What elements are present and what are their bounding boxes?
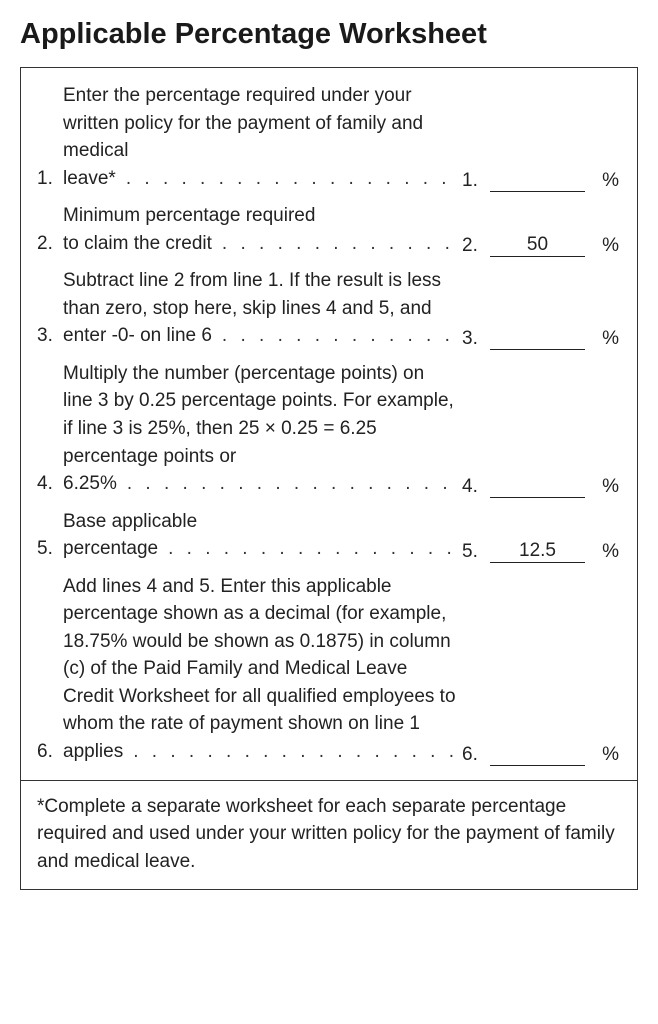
line-number-right: 1. <box>456 170 486 192</box>
line-number-right: 2. <box>456 235 486 257</box>
dot-leader: . . . . . . . . . . . . . . . . . . . . <box>212 322 456 350</box>
worksheet-box: 1. Enter the percentage required under y… <box>20 67 638 890</box>
percent-sign: % <box>589 541 619 563</box>
dot-leader: . . . . . . . . . . . . . . . . . . . . <box>123 738 456 766</box>
worksheet-row: 4. Multiply the number (percentage point… <box>37 360 619 498</box>
percent-sign: % <box>589 235 619 257</box>
item-text-pre: Enter the percentage required under your… <box>63 85 423 161</box>
value-blank[interactable]: 50 <box>490 235 585 257</box>
percent-sign: % <box>589 476 619 498</box>
footnote-box: *Complete a separate worksheet for each … <box>21 780 637 890</box>
dot-leader: . . . . . . . . . . . . . . . . . . . . <box>116 165 456 193</box>
item-description: Multiply the number (percentage points) … <box>63 360 456 498</box>
percent-sign: % <box>589 170 619 192</box>
item-number: 3. <box>37 321 63 350</box>
item-number: 1. <box>37 164 63 193</box>
item-text-last: 6.25% <box>63 470 117 498</box>
value-blank[interactable] <box>490 170 585 192</box>
worksheet-row: 1. Enter the percentage required under y… <box>37 82 619 192</box>
value-blank[interactable]: 12.5 <box>490 541 585 563</box>
dot-leader: . . . . . . . . . . . . . . . . . . . . <box>117 470 456 498</box>
line-number-right: 6. <box>456 744 486 766</box>
item-description: Minimum percentage required to claim the… <box>63 202 456 257</box>
item-text-pre: Subtract line 2 from line 1. If the resu… <box>63 270 441 319</box>
value-blank[interactable] <box>490 476 585 498</box>
item-description: Enter the percentage required under your… <box>63 82 456 192</box>
worksheet-row: 5. Base applicable percentage . . . . . … <box>37 508 619 563</box>
item-description: Add lines 4 and 5. Enter this applicable… <box>63 573 456 766</box>
worksheet-items: 1. Enter the percentage required under y… <box>21 68 637 780</box>
page-title: Applicable Percentage Worksheet <box>20 18 638 51</box>
value-blank[interactable] <box>490 328 585 350</box>
item-number: 4. <box>37 469 63 498</box>
line-number-right: 5. <box>456 541 486 563</box>
percent-sign: % <box>589 744 619 766</box>
value-blank[interactable] <box>490 744 585 766</box>
worksheet-row: 3. Subtract line 2 from line 1. If the r… <box>37 267 619 350</box>
dot-leader: . . . . . . . . . . . . . . . . . . . . <box>212 230 456 258</box>
item-text-pre: Multiply the number (percentage points) … <box>63 363 454 467</box>
dot-leader: . . . . . . . . . . . . . . . . . . . . <box>158 535 456 563</box>
item-description: Subtract line 2 from line 1. If the resu… <box>63 267 456 350</box>
item-text-last: to claim the credit <box>63 230 212 258</box>
line-number-right: 3. <box>456 328 486 350</box>
item-text-last: applies <box>63 738 123 766</box>
item-number: 6. <box>37 737 63 766</box>
item-text-pre: Minimum percentage required <box>63 205 315 226</box>
item-number: 5. <box>37 534 63 563</box>
worksheet-row: 6. Add lines 4 and 5. Enter this applica… <box>37 573 619 766</box>
worksheet-row: 2. Minimum percentage required to claim … <box>37 202 619 257</box>
item-text-last: percentage <box>63 535 158 563</box>
percent-sign: % <box>589 328 619 350</box>
footnote-text: *Complete a separate worksheet for each … <box>37 793 619 876</box>
item-description: Base applicable percentage . . . . . . .… <box>63 508 456 563</box>
item-text-pre: Base applicable <box>63 511 197 532</box>
item-text-last: leave* <box>63 165 116 193</box>
item-text-pre: Add lines 4 and 5. Enter this applicable… <box>63 576 456 735</box>
item-text-last: enter -0- on line 6 <box>63 322 212 350</box>
item-number: 2. <box>37 229 63 258</box>
line-number-right: 4. <box>456 476 486 498</box>
